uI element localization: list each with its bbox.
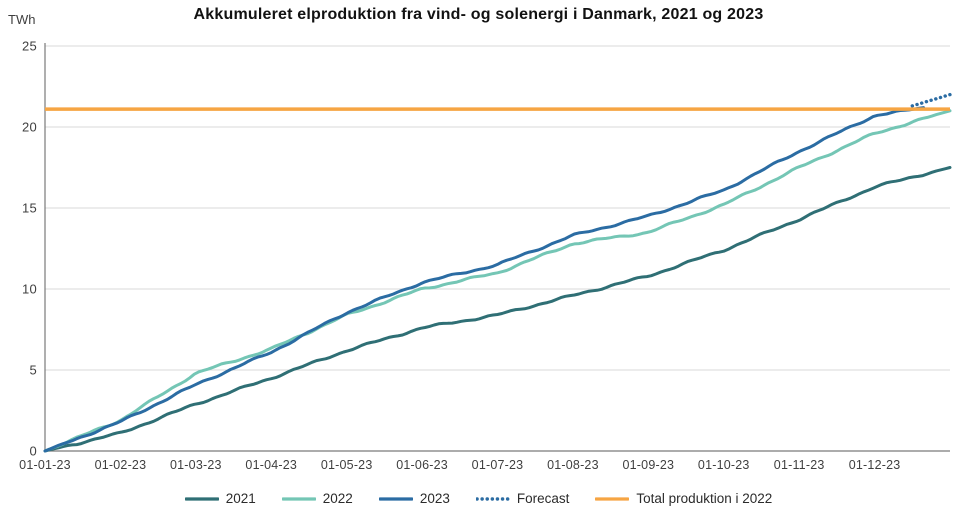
legend-item-forecast: Forecast [475,491,570,506]
y-tick-label: 15 [22,201,37,216]
x-tick-label: 01-12-23 [849,458,901,472]
legend-item-2021: 2021 [184,491,256,506]
x-tick-label: 01-01-23 [19,458,71,472]
x-tick-label: 01-07-23 [472,458,524,472]
series-line-2021 [43,166,952,453]
chart-title: Akkumuleret elproduktion fra vind- og so… [193,6,764,23]
legend-label: 2021 [225,491,256,506]
legend-label: Total produktion i 2022 [636,491,773,506]
series-line-2022 [43,109,952,453]
y-axis-unit-label: TWh [8,12,36,27]
legend-item-2022: 2022 [281,491,353,506]
x-tick-label: 01-11-23 [774,458,825,472]
legend-swatch-icon [378,496,413,501]
x-tick-label: 01-10-23 [698,458,750,472]
x-tick-label: 01-03-23 [170,458,222,472]
legend-swatch-icon [595,496,630,501]
x-tick-label: 01-06-23 [396,458,448,472]
y-tick-label: 0 [29,444,37,459]
y-tick-label: 25 [22,39,37,54]
series-line-2023 [43,106,926,453]
x-tick-label: 01-05-23 [321,458,373,472]
legend-swatch-icon [475,496,510,501]
series-line-forecast [910,92,952,108]
legend-item-2023: 2023 [378,491,450,506]
y-tick-label: 5 [29,363,37,378]
y-tick-label: 20 [22,120,37,135]
x-tick-label: 01-04-23 [245,458,297,472]
y-tick-label: 10 [22,282,37,297]
legend-swatch-icon [184,496,219,501]
legend-label: 2022 [322,491,353,506]
x-tick-label: 01-08-23 [547,458,599,472]
x-tick-label: 01-02-23 [95,458,147,472]
legend-item-total-produktion-i-2022: Total produktion i 2022 [595,491,772,506]
chart-legend: 2021 2022 2023 Forecast Total produktion i 2… [0,491,957,506]
x-tick-label: 01-09-23 [623,458,675,472]
legend-swatch-icon [281,496,316,501]
legend-label: 2023 [419,491,450,506]
legend-label: Forecast [516,491,570,506]
